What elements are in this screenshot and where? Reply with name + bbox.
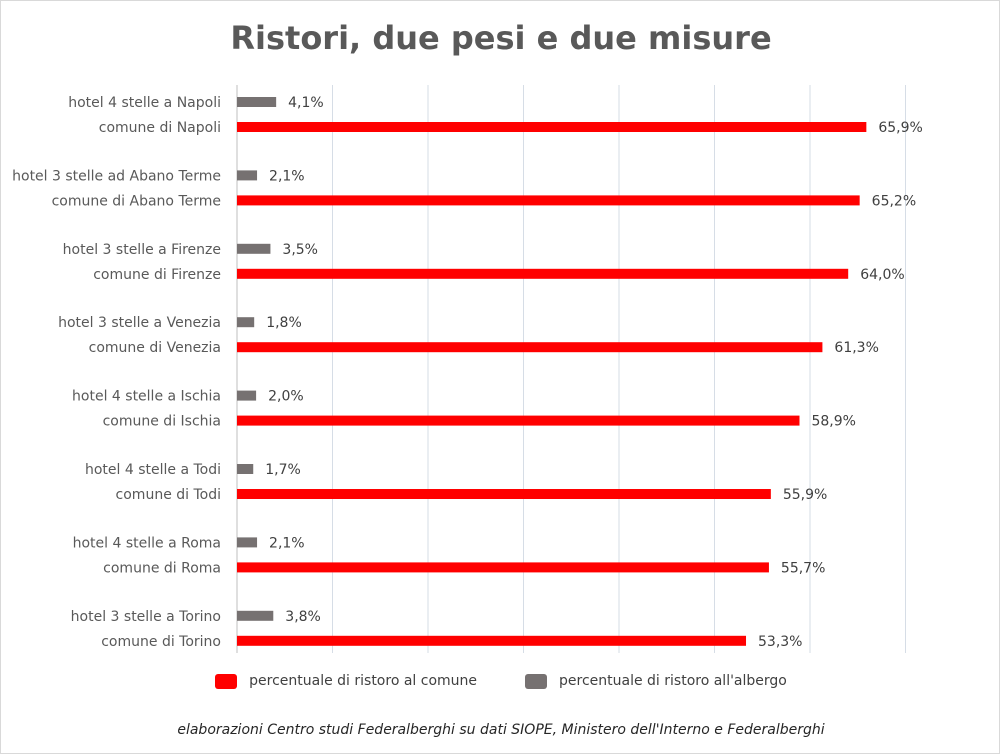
category-label: comune di Todi xyxy=(116,487,221,503)
bar-comune xyxy=(237,195,860,206)
data-label: 58,9% xyxy=(811,414,855,430)
data-label: 2,0% xyxy=(268,389,304,405)
category-label: comune di Napoli xyxy=(99,120,221,136)
legend-swatch-albergo xyxy=(525,673,548,689)
chart-title: Ristori, due pesi e due misure xyxy=(230,19,772,57)
legend-item-comune: percentuale di ristoro al comune xyxy=(215,673,477,689)
bar-albergo xyxy=(237,170,258,181)
bar-comune xyxy=(237,489,771,499)
category-label: hotel 4 stelle a Roma xyxy=(73,535,221,551)
category-label: hotel 4 stelle a Todi xyxy=(85,462,221,478)
data-label: 65,2% xyxy=(872,193,916,209)
bar-comune xyxy=(237,342,823,353)
data-label: 3,5% xyxy=(282,242,318,258)
category-label: hotel 3 stelle ad Abano Terme xyxy=(12,168,221,184)
data-label: 3,8% xyxy=(285,609,321,625)
data-label: 64,0% xyxy=(860,267,904,283)
data-label: 1,8% xyxy=(266,315,302,331)
data-label: 65,9% xyxy=(878,120,922,136)
legend: percentuale di ristoro al comune percent… xyxy=(1,673,1000,689)
bar-albergo xyxy=(237,243,271,254)
category-label: comune di Roma xyxy=(103,560,221,576)
category-label: comune di Abano Terme xyxy=(52,193,221,209)
bar-albergo xyxy=(237,464,254,474)
bar-comune xyxy=(237,122,867,132)
category-label: comune di Venezia xyxy=(89,340,221,356)
data-label: 4,1% xyxy=(288,95,324,111)
bar-albergo xyxy=(237,97,277,107)
category-label: comune di Torino xyxy=(101,634,221,650)
source-note: elaborazioni Centro studi Federalberghi … xyxy=(177,722,825,738)
data-label: 55,7% xyxy=(781,560,825,576)
data-label: 53,3% xyxy=(758,634,802,650)
category-label: hotel 3 stelle a Firenze xyxy=(63,242,221,258)
category-label: hotel 3 stelle a Torino xyxy=(71,609,221,625)
bar-albergo xyxy=(237,610,274,621)
data-label: 2,1% xyxy=(269,535,305,551)
legend-label-albergo: percentuale di ristoro all'albergo xyxy=(559,673,787,689)
bars xyxy=(237,97,867,646)
category-label: comune di Firenze xyxy=(93,267,221,283)
bar-comune xyxy=(237,562,769,573)
bar-albergo xyxy=(237,390,257,401)
bar-albergo xyxy=(237,317,255,328)
bar-comune xyxy=(237,268,849,279)
category-label: comune di Ischia xyxy=(103,414,221,430)
legend-swatch-comune xyxy=(215,673,238,689)
category-label: hotel 4 stelle a Ischia xyxy=(72,389,221,405)
legend-label-comune: percentuale di ristoro al comune xyxy=(249,673,478,689)
bar-comune xyxy=(237,635,747,646)
category-label: hotel 3 stelle a Venezia xyxy=(58,315,221,331)
data-label: 55,9% xyxy=(783,487,827,503)
data-label: 1,7% xyxy=(265,462,301,478)
legend-item-albergo: percentuale di ristoro all'albergo xyxy=(525,673,787,689)
bar-comune xyxy=(237,415,800,426)
labels: hotel 4 stelle a Napoli 4,1% comune di Nap… xyxy=(12,95,923,650)
data-label: 2,1% xyxy=(269,168,305,184)
bar-albergo xyxy=(237,537,258,548)
data-label: 61,3% xyxy=(834,340,878,356)
category-label: hotel 4 stelle a Napoli xyxy=(68,95,221,111)
